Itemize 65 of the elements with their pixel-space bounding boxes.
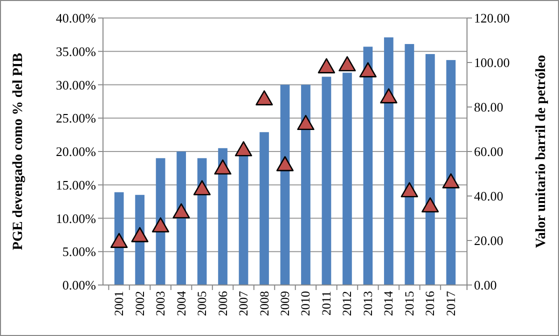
bar (404, 44, 414, 285)
x-tick-label: 2016 (423, 291, 438, 316)
bar (301, 84, 310, 285)
y-tick-label: 10.00% (56, 210, 96, 226)
point (318, 58, 336, 74)
y-tick-label: 5.00% (62, 244, 96, 260)
x-tick-label: 2010 (298, 291, 313, 316)
y2-tick-label: 60.00 (474, 144, 504, 160)
x-tick-label: 2006 (216, 291, 230, 316)
x-tick-label: 2007 (236, 291, 251, 316)
x-tick-label: 2017 (444, 291, 458, 316)
x-tick-label: 2014 (382, 290, 396, 316)
point (400, 182, 418, 198)
point (131, 227, 148, 242)
point (193, 180, 211, 196)
x-tick-label: 2005 (195, 291, 210, 316)
bar (238, 154, 248, 285)
bar (218, 148, 228, 285)
x-tick-label: 2002 (132, 291, 147, 316)
y2-tick-label: 80.00 (474, 100, 504, 115)
x-tick-label: 2011 (319, 291, 334, 316)
point (256, 90, 273, 106)
bar (363, 46, 373, 285)
x-tick-label: 2008 (257, 291, 272, 316)
x-tick-label: 2015 (402, 291, 416, 316)
y-axis-title: PGE devengado como % del PIB (11, 52, 26, 250)
point (152, 217, 170, 232)
bar (280, 84, 290, 285)
point (172, 203, 190, 218)
x-tick-label: 2009 (278, 291, 292, 316)
y2-tick-label: 40.00 (474, 188, 504, 204)
x-tick-label: 2012 (340, 291, 354, 316)
y-tick-label: 35.00% (56, 44, 96, 59)
x-tick-label: 2003 (154, 291, 168, 316)
point (338, 56, 356, 72)
point (422, 197, 439, 212)
y-tick-label: 0.00% (62, 278, 96, 293)
point (380, 88, 398, 104)
point (297, 114, 314, 130)
point (214, 159, 232, 175)
y2-tick-label: 120.00 (474, 10, 510, 26)
y-tick-label: 15.00% (56, 177, 96, 192)
point (442, 173, 460, 188)
point (276, 156, 294, 172)
x-tick-label: 2001 (112, 291, 126, 316)
bar (446, 60, 456, 285)
x-tick-label: 2013 (360, 291, 375, 316)
y-tick-label: 40.00% (56, 10, 96, 26)
y2-tick-label: 100.00 (474, 55, 510, 70)
y-tick-label: 30.00% (56, 77, 96, 92)
x-tick-label: 2004 (174, 290, 188, 316)
point (110, 232, 128, 248)
point (234, 141, 252, 156)
y2-tick-label: 20.00 (474, 233, 504, 248)
bar (342, 72, 352, 285)
bar (176, 152, 186, 285)
bar (260, 132, 269, 285)
y2-tick-label: 0.00 (474, 278, 497, 293)
y2-axis-title: Valor unitario barril de petróleo (534, 55, 549, 248)
bar (426, 54, 435, 285)
y-tick-label: 20.00% (56, 144, 96, 160)
bar (322, 76, 332, 285)
point (359, 62, 377, 78)
bar (384, 37, 394, 285)
y-tick-label: 25.00% (56, 110, 96, 126)
